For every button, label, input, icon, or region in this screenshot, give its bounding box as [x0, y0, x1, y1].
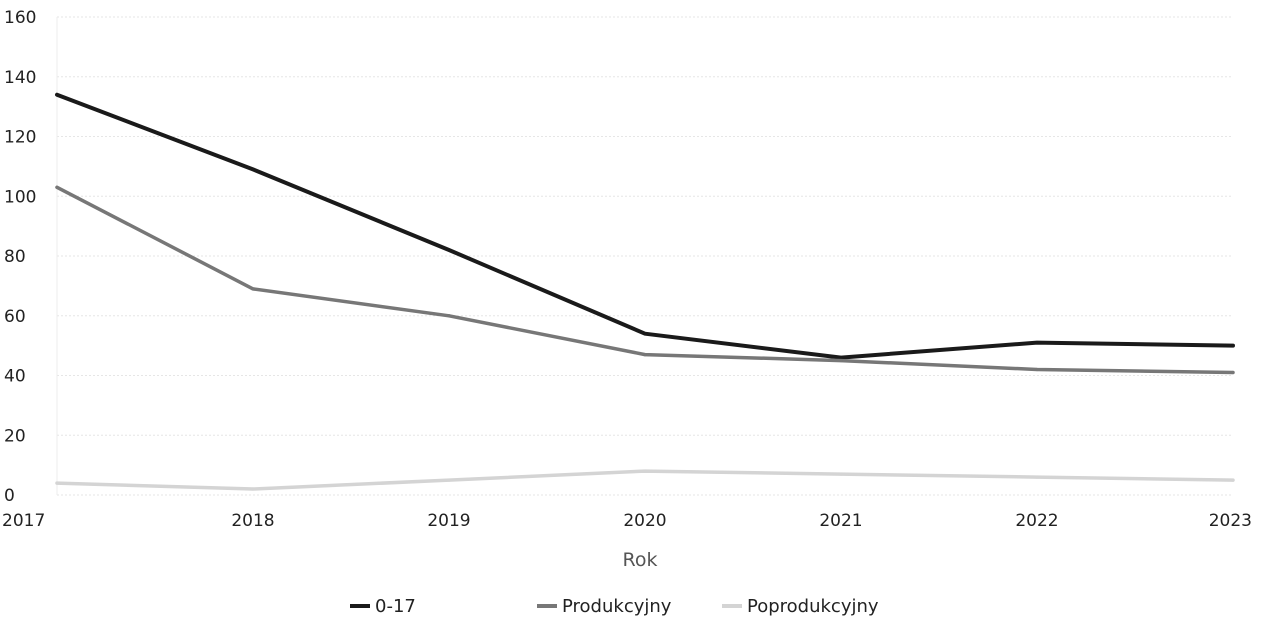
x-axis: 2017 2018 2019 2020 2021 2022 2023 — [2, 511, 1252, 531]
data-point — [1231, 370, 1235, 375]
x-tick-label: 2019 — [427, 511, 470, 531]
x-axis-title: Rok — [623, 549, 658, 571]
x-tick-label: 2021 — [819, 511, 862, 531]
x-tick-label: 2020 — [623, 511, 666, 531]
y-tick-label: 160 — [4, 8, 36, 28]
legend-item: Poprodukcyjny — [722, 596, 879, 617]
series-line-1 — [55, 92, 1235, 360]
data-point — [447, 248, 451, 252]
data-point — [55, 481, 59, 485]
data-point — [447, 314, 451, 318]
y-axis: 0 20 40 60 80 100 120 140 160 — [4, 8, 36, 506]
y-tick-label: 140 — [4, 68, 36, 88]
legend-label: Produkcyjny — [562, 596, 672, 617]
data-point — [251, 287, 255, 291]
legend-label: Poprodukcyjny — [747, 596, 879, 617]
data-point — [251, 487, 255, 491]
data-point — [1231, 344, 1235, 348]
legend: 0-17 Produkcyjny Poprodukcyjny — [350, 596, 879, 617]
data-point — [1035, 475, 1039, 479]
x-tick-label: 2022 — [1015, 511, 1058, 531]
data-point — [1035, 341, 1039, 345]
x-tick-label: 2023 — [1209, 511, 1252, 531]
x-tick-label: 2017 — [2, 511, 45, 531]
grid — [56, 16, 1233, 496]
y-tick-label: 100 — [4, 187, 36, 207]
x-tick-label: 2018 — [231, 511, 274, 531]
data-point — [839, 358, 843, 363]
y-tick-label: 80 — [4, 247, 26, 267]
y-tick-label: 0 — [4, 486, 15, 506]
series-lines — [55, 92, 1235, 491]
legend-item: Produkcyjny — [537, 596, 672, 617]
data-point — [251, 167, 255, 171]
data-point — [643, 352, 647, 357]
data-point — [643, 332, 647, 336]
legend-label: 0-17 — [375, 596, 416, 617]
y-tick-label: 120 — [4, 128, 36, 148]
y-tick-label: 40 — [4, 367, 26, 387]
data-point — [839, 355, 843, 360]
legend-item: 0-17 — [350, 596, 416, 617]
series-line-3 — [55, 469, 1235, 491]
data-point — [1231, 478, 1235, 482]
data-point — [839, 472, 843, 476]
y-tick-label: 60 — [4, 307, 26, 327]
data-point — [447, 478, 451, 482]
data-point — [55, 185, 59, 189]
data-point — [55, 93, 59, 97]
data-point — [1035, 367, 1039, 372]
y-tick-label: 20 — [4, 426, 26, 446]
data-point — [643, 469, 647, 473]
